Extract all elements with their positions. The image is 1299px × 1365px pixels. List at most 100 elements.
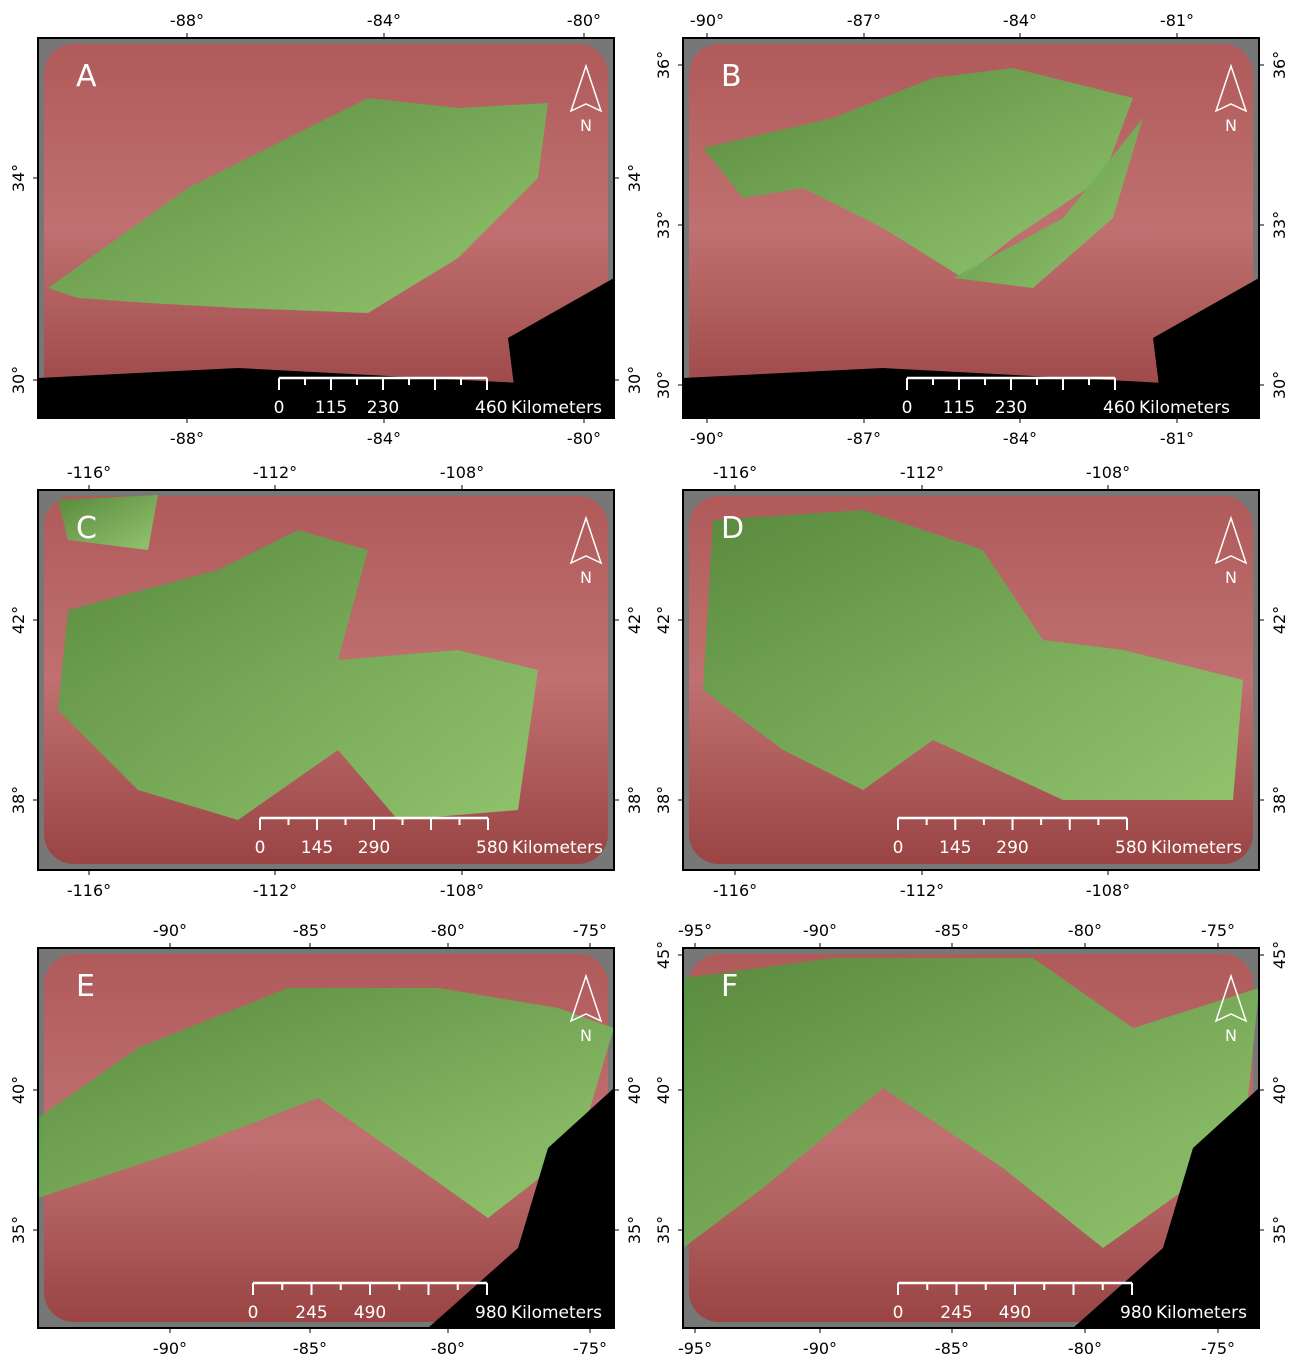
bottom-tick-label: -75° [573,1339,607,1358]
left-tick-label: 42° [9,606,28,634]
scale-label: 460 [475,398,507,418]
scale-label: 290 [358,838,390,858]
scale-unit: Kilometers [1151,838,1242,858]
right-tick-label: 35° [625,1216,644,1244]
top-tick-label: -84° [367,11,401,30]
scale-label: 980 [475,1303,507,1323]
left-tick-label: 34° [9,164,28,192]
right-tick-label: 33° [1270,211,1289,239]
bottom-tick-label: -112° [253,881,297,900]
scale-label: 0 [248,1303,259,1323]
scale-unit: Kilometers [511,1303,602,1323]
right-tick-label: 35° [1270,1216,1289,1244]
left-tick-label: 30° [9,366,28,394]
scale-label: 245 [940,1303,972,1323]
top-tick-label: -112° [900,463,944,482]
map-panel: FN-95°-90°-85°-80°-75°-95°-90°-85°-80°-7… [654,921,1289,1358]
panel-letter: F [721,969,738,1004]
scale-unit: Kilometers [512,838,603,858]
scale-label: 490 [354,1303,386,1323]
figure: AN-88°-84°-80°-88°-84°-80°34°30°34°30°01… [0,0,1299,1361]
right-tick-label: 38° [1270,786,1289,814]
bottom-tick-label: -75° [1201,1339,1235,1358]
left-tick-label: 36° [654,51,673,79]
left-tick-label: 30° [654,371,673,399]
scale-label: 145 [301,838,333,858]
panel-letter: E [76,969,95,1004]
right-tick-label: 34° [625,164,644,192]
bottom-tick-label: -90° [803,1339,837,1358]
top-tick-label: -85° [293,921,327,940]
bottom-tick-label: -85° [935,1339,969,1358]
scale-label: 0 [902,398,913,418]
top-tick-label: -80° [1068,921,1102,940]
north-label: N [580,568,592,587]
top-tick-label: -95° [678,921,712,940]
scale-label: 230 [995,398,1027,418]
top-tick-label: -112° [253,463,297,482]
top-tick-label: -80° [567,11,601,30]
left-tick-label: 33° [654,211,673,239]
left-tick-label: 38° [654,786,673,814]
top-tick-label: -80° [431,921,465,940]
bottom-tick-label: -80° [431,1339,465,1358]
bottom-tick-label: -95° [678,1339,712,1358]
top-tick-label: -108° [440,463,484,482]
top-tick-label: -75° [1201,921,1235,940]
scale-unit: Kilometers [1139,398,1230,418]
right-tick-label: 36° [1270,51,1289,79]
panel-letter: D [721,511,744,546]
top-tick-label: -90° [690,11,724,30]
top-tick-label: -75° [573,921,607,940]
top-tick-label: -108° [1086,463,1130,482]
panel-letter: A [76,59,97,94]
right-tick-label: 42° [1270,606,1289,634]
scale-label: 980 [1120,1303,1152,1323]
left-tick-label: 40° [9,1076,28,1104]
scale-unit: Kilometers [511,398,602,418]
left-tick-label: 40° [654,1076,673,1104]
bottom-tick-label: -108° [440,881,484,900]
scale-label: 230 [367,398,399,418]
top-tick-label: -81° [1160,11,1194,30]
top-tick-label: -87° [847,11,881,30]
scale-label: 460 [1103,398,1135,418]
north-label: N [1225,1026,1237,1045]
north-label: N [1225,568,1237,587]
left-tick-label: 35° [654,1216,673,1244]
scale-label: 115 [315,398,347,418]
right-tick-label: 42° [625,606,644,634]
scale-unit: Kilometers [1156,1303,1247,1323]
left-tick-label: 42° [654,606,673,634]
bottom-tick-label: -80° [1068,1339,1102,1358]
bottom-tick-label: -84° [367,429,401,448]
top-tick-label: -90° [153,921,187,940]
map-panel: BN-90°-87°-84°-81°-90°-87°-84°-81°36°33°… [654,11,1289,448]
north-label: N [580,1026,592,1045]
scale-label: 0 [893,838,904,858]
right-tick-label: 40° [625,1076,644,1104]
panel-letter: C [76,511,97,546]
scale-label: 145 [939,838,971,858]
map-panel: AN-88°-84°-80°-88°-84°-80°34°30°34°30°01… [9,11,644,448]
scale-label: 0 [274,398,285,418]
bottom-tick-label: -116° [67,881,111,900]
bottom-tick-label: -85° [293,1339,327,1358]
scale-label: 580 [476,838,508,858]
bottom-tick-label: -90° [690,429,724,448]
bottom-tick-label: -108° [1086,881,1130,900]
bottom-tick-label: -81° [1160,429,1194,448]
map-panel: C N -116° -112° -108° -116° -112° -108° 42° 38° 42… [9,463,644,900]
panel-letter: B [721,59,742,94]
scale-label: 245 [295,1303,327,1323]
left-tick-label: 38° [9,786,28,814]
bottom-tick-label: -84° [1003,429,1037,448]
top-tick-label: -85° [935,921,969,940]
right-tick-label: 40° [1270,1076,1289,1104]
scale-label: 490 [999,1303,1031,1323]
top-tick-label: -116° [67,463,111,482]
right-tick-label: 30° [1270,371,1289,399]
left-tick-label: 45° [654,941,673,969]
scale-label: 0 [255,838,266,858]
scale-label: 115 [943,398,975,418]
